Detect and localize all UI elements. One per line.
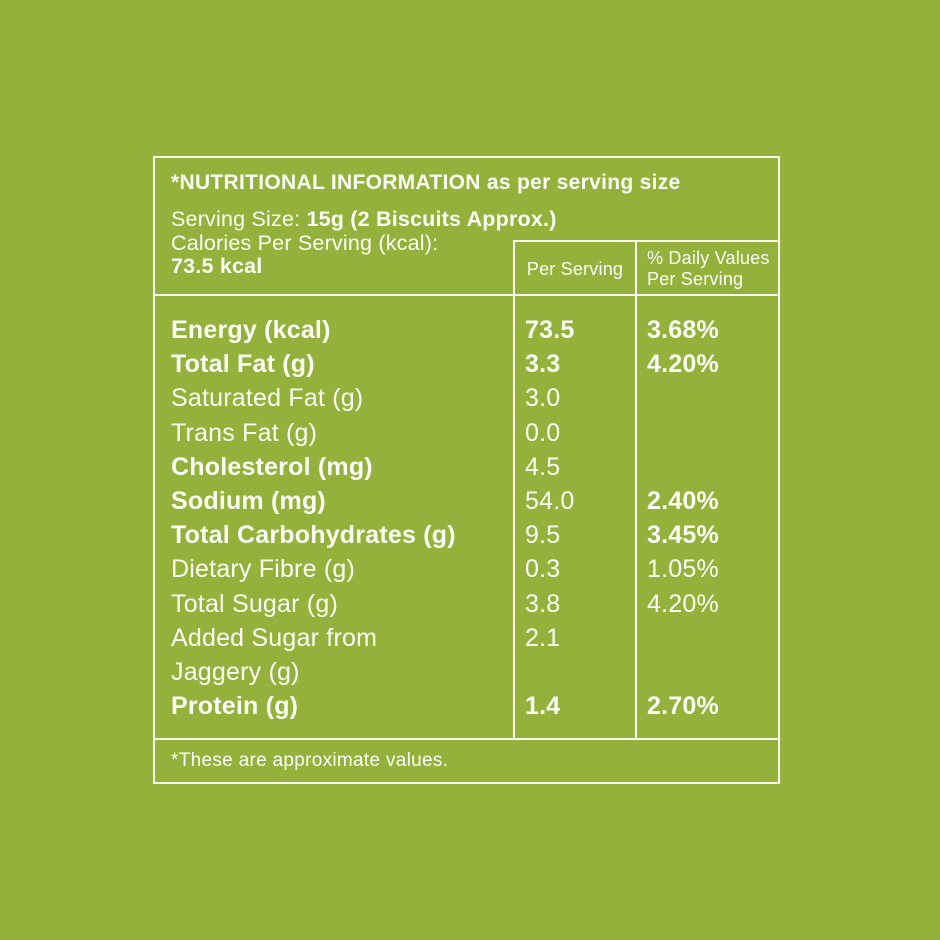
per-serving-value: 73.5 — [525, 316, 575, 344]
per-serving-value: 3.8 — [525, 589, 561, 618]
table-row: Sodium (mg) 54.0 2.40% — [155, 484, 778, 518]
serving-info: Serving Size: 15g (2 Biscuits Approx.) C… — [171, 207, 557, 279]
nutrient-label: Total Sugar (g) — [171, 589, 338, 618]
per-serving-value: 9.5 — [525, 521, 561, 550]
daily-value-percent — [637, 450, 778, 484]
daily-value-percent: 3.45% — [647, 521, 719, 550]
header-divider-line — [155, 294, 778, 296]
per-serving-value: 1.4 — [525, 692, 561, 721]
footnote: *These are approximate values. — [171, 750, 449, 771]
daily-value-percent — [637, 416, 778, 450]
nutrient-label: Total Fat (g) — [171, 350, 315, 379]
nutrient-label: Added Sugar from Jaggery (g) — [171, 623, 378, 687]
daily-value-percent: 3.68% — [647, 316, 719, 344]
daily-value-percent: 2.70% — [647, 692, 719, 721]
daily-value-percent: 1.05% — [647, 555, 719, 584]
daily-value-percent: 4.20% — [647, 589, 719, 618]
per-serving-value: 54.0 — [525, 487, 575, 516]
daily-values-column-header: % Daily Values Per Serving — [637, 242, 778, 296]
per-serving-column-line — [513, 240, 515, 740]
per-serving-value: 0.0 — [525, 418, 561, 447]
nutrient-label: Sodium (mg) — [171, 487, 326, 516]
per-serving-value: 3.0 — [525, 384, 561, 413]
table-row: Saturated Fat (g) 3.0 — [155, 381, 778, 415]
table-row: Dietary Fibre (g) 0.3 1.05% — [155, 552, 778, 586]
nutrient-label: Dietary Fibre (g) — [171, 555, 355, 584]
table-row: Added Sugar from Jaggery (g) 2.1 — [155, 621, 778, 689]
per-serving-value: 0.3 — [525, 555, 561, 584]
daily-value-percent — [637, 381, 778, 415]
nutrient-label: Cholesterol (mg) — [171, 452, 373, 481]
table-row: Total Carbohydrates (g) 9.5 3.45% — [155, 518, 778, 552]
per-serving-column-header: Per Serving — [515, 242, 635, 296]
table-row: Total Sugar (g) 3.8 4.20% — [155, 587, 778, 621]
nutrient-label: Protein (g) — [171, 692, 299, 721]
footer-divider-line — [155, 738, 778, 740]
nutrition-rows: Energy (kcal) 73.5 3.68% Total Fat (g) 3.3 4.… — [155, 296, 778, 723]
table-row: Trans Fat (g) 0.0 — [155, 416, 778, 450]
per-serving-header-label: Per Serving — [526, 258, 624, 279]
per-serving-value: 3.3 — [525, 350, 561, 379]
per-serving-value: 4.5 — [525, 452, 561, 481]
nutrient-label: Trans Fat (g) — [171, 418, 318, 447]
nutrient-label: Saturated Fat (g) — [171, 384, 364, 413]
daily-values-header-line1: % Daily Values — [647, 248, 770, 268]
column-header-box: Per Serving % Daily Values Per Serving — [513, 240, 778, 296]
table-row: Total Fat (g) 3.3 4.20% — [155, 347, 778, 381]
daily-value-percent: 4.20% — [647, 350, 719, 379]
table-row: Cholesterol (mg) 4.5 — [155, 450, 778, 484]
daily-value-percent: 2.40% — [647, 487, 719, 516]
daily-value-percent — [637, 621, 778, 689]
serving-size-label: Serving Size: — [171, 207, 307, 231]
nutrition-table-panel: *NUTRITIONAL INFORMATION as per serving … — [153, 156, 780, 784]
table-row: Energy (kcal) 73.5 3.68% — [155, 313, 778, 347]
table-row: Protein (g) 1.4 2.70% — [155, 689, 778, 723]
per-serving-value: 2.1 — [525, 623, 561, 652]
serving-size-value: 15g (2 Biscuits Approx.) — [306, 207, 557, 231]
nutrient-label: Energy (kcal) — [171, 316, 331, 344]
daily-values-header-line2: Per Serving — [647, 269, 744, 289]
calories-value: 73.5 kcal — [171, 254, 263, 278]
nutrient-label: Total Carbohydrates (g) — [171, 521, 456, 550]
daily-values-column-line — [635, 240, 637, 740]
table-title: *NUTRITIONAL INFORMATION as per serving … — [171, 171, 681, 194]
serving-size-line: Serving Size: 15g (2 Biscuits Approx.) — [171, 207, 557, 232]
calories-label: Calories Per Serving (kcal): — [171, 230, 439, 255]
